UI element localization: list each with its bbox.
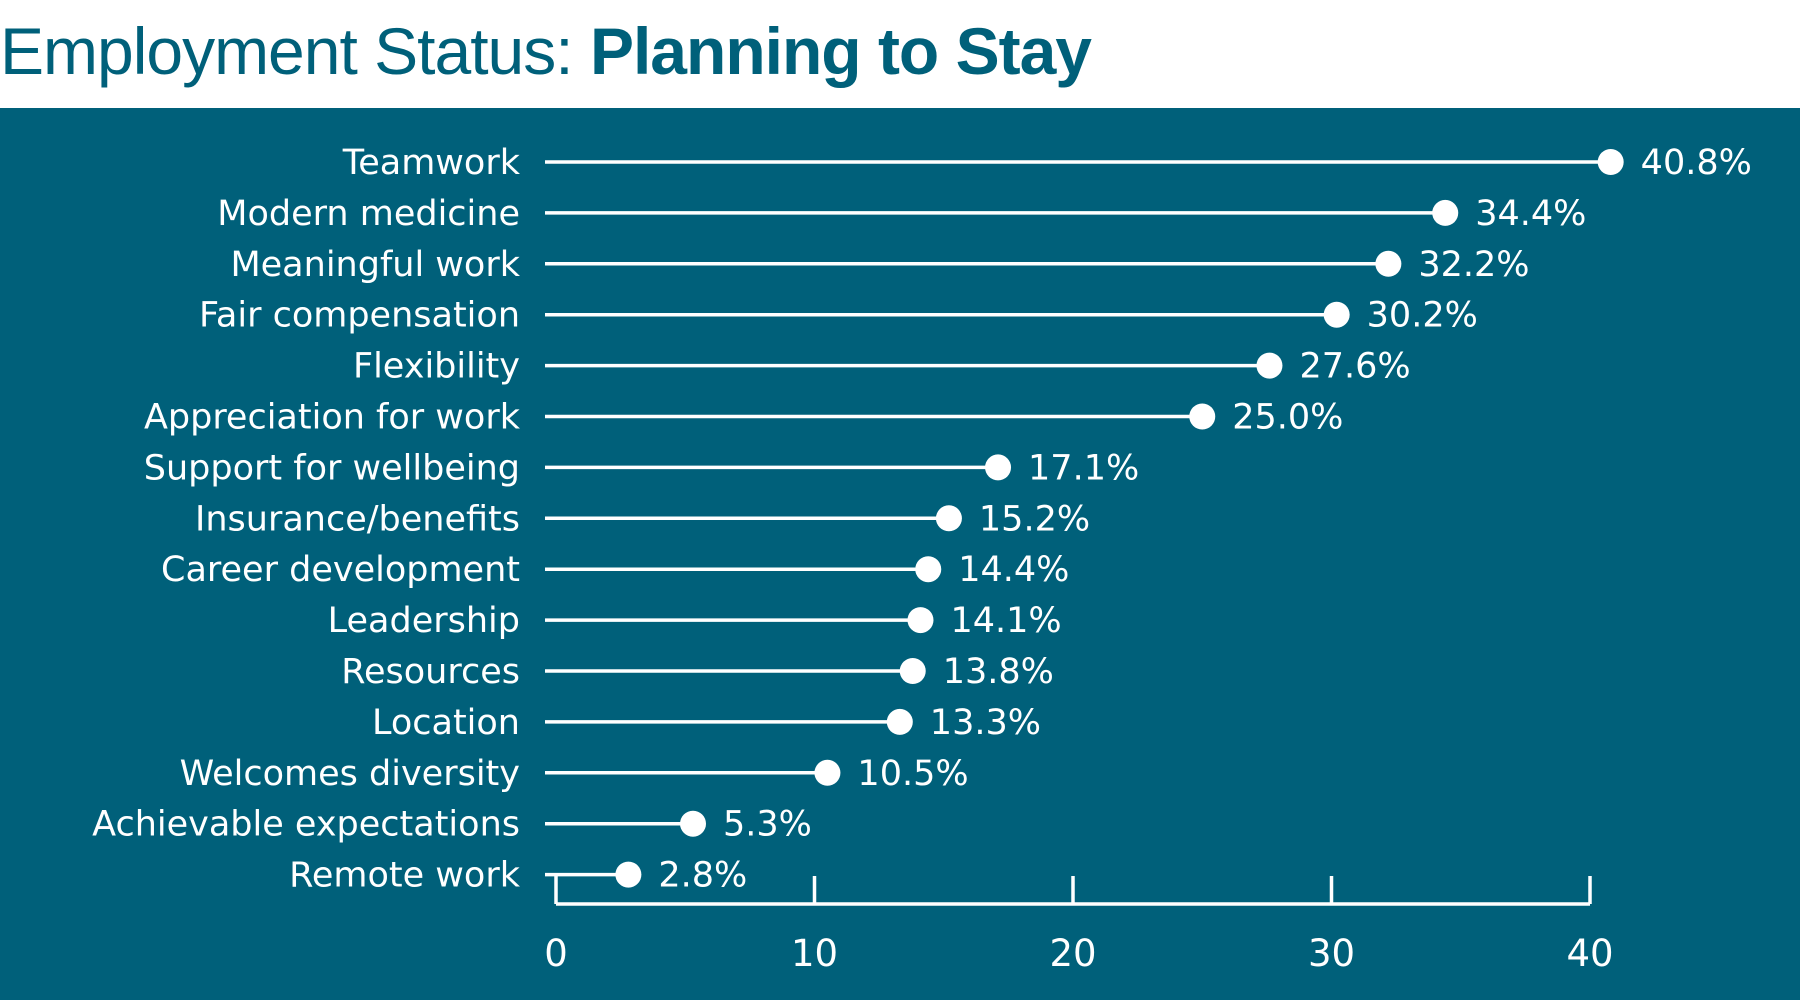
value-label: 17.1% <box>1028 448 1139 488</box>
category-label: Resources <box>341 652 520 692</box>
lollipop-chart: Teamwork 40.8% Modern medicine 34.4% Meaning… <box>92 143 1752 975</box>
lollipop-dot <box>985 454 1012 481</box>
value-label: 34.4% <box>1475 194 1586 234</box>
value-label: 40.8% <box>1641 143 1752 183</box>
category-label: Location <box>372 703 520 743</box>
chart-title-prefix: Employment Status: <box>0 14 574 88</box>
value-label: 2.8% <box>658 856 747 896</box>
chart-title-emphasis: Planning to Stay <box>589 14 1092 88</box>
lollipop-dot <box>615 861 642 888</box>
lollipop-dot <box>907 607 934 634</box>
lollipop-dot <box>935 505 962 532</box>
category-label: Appreciation for work <box>144 398 521 438</box>
category-label: Career development <box>161 550 520 590</box>
category-label: Leadership <box>328 601 520 641</box>
value-label: 25.0% <box>1232 398 1343 438</box>
category-label: Meaningful work <box>230 245 520 285</box>
category-label: Insurance/benefits <box>195 499 520 539</box>
x-tick-label: 30 <box>1308 932 1355 975</box>
value-label: 14.1% <box>950 601 1061 641</box>
value-label: 30.2% <box>1367 296 1478 336</box>
value-label: 32.2% <box>1418 245 1529 285</box>
lollipop-dot <box>915 556 942 583</box>
x-tick-label: 0 <box>544 932 568 975</box>
value-label: 13.3% <box>930 703 1041 743</box>
value-label: 27.6% <box>1299 347 1410 387</box>
category-label: Support for wellbeing <box>144 448 520 488</box>
lollipop-dot <box>1189 403 1216 430</box>
lollipop-dot <box>899 658 926 684</box>
value-label: 10.5% <box>857 754 968 794</box>
value-label: 13.8% <box>943 652 1054 692</box>
lollipop-dot <box>814 759 841 786</box>
lollipop-dot <box>1432 199 1459 226</box>
category-label: Modern medicine <box>217 194 520 234</box>
category-label: Teamwork <box>342 143 521 183</box>
x-tick-label: 40 <box>1566 932 1613 975</box>
lollipop-dot <box>1323 301 1350 328</box>
category-label: Welcomes diversity <box>180 754 520 794</box>
category-label: Flexibility <box>353 347 520 387</box>
category-label: Remote work <box>289 856 521 896</box>
x-tick-label: 10 <box>791 932 838 975</box>
lollipop-dot <box>1375 250 1402 277</box>
category-label: Fair compensation <box>199 296 520 336</box>
value-label: 14.4% <box>958 550 1069 590</box>
lollipop-dot <box>680 810 707 837</box>
lollipop-dot <box>1256 352 1283 379</box>
lollipop-dot <box>886 708 913 735</box>
x-tick-label: 20 <box>1049 932 1096 975</box>
lollipop-dot <box>1597 149 1624 175</box>
chart-title: Employment Status: Planning to Stay <box>0 6 1092 96</box>
chart-panel: Teamwork 40.8% Modern medicine 34.4% Meaning… <box>0 108 1800 1000</box>
category-label: Achievable expectations <box>92 805 520 845</box>
value-label: 15.2% <box>979 499 1090 539</box>
value-label: 5.3% <box>723 805 812 845</box>
